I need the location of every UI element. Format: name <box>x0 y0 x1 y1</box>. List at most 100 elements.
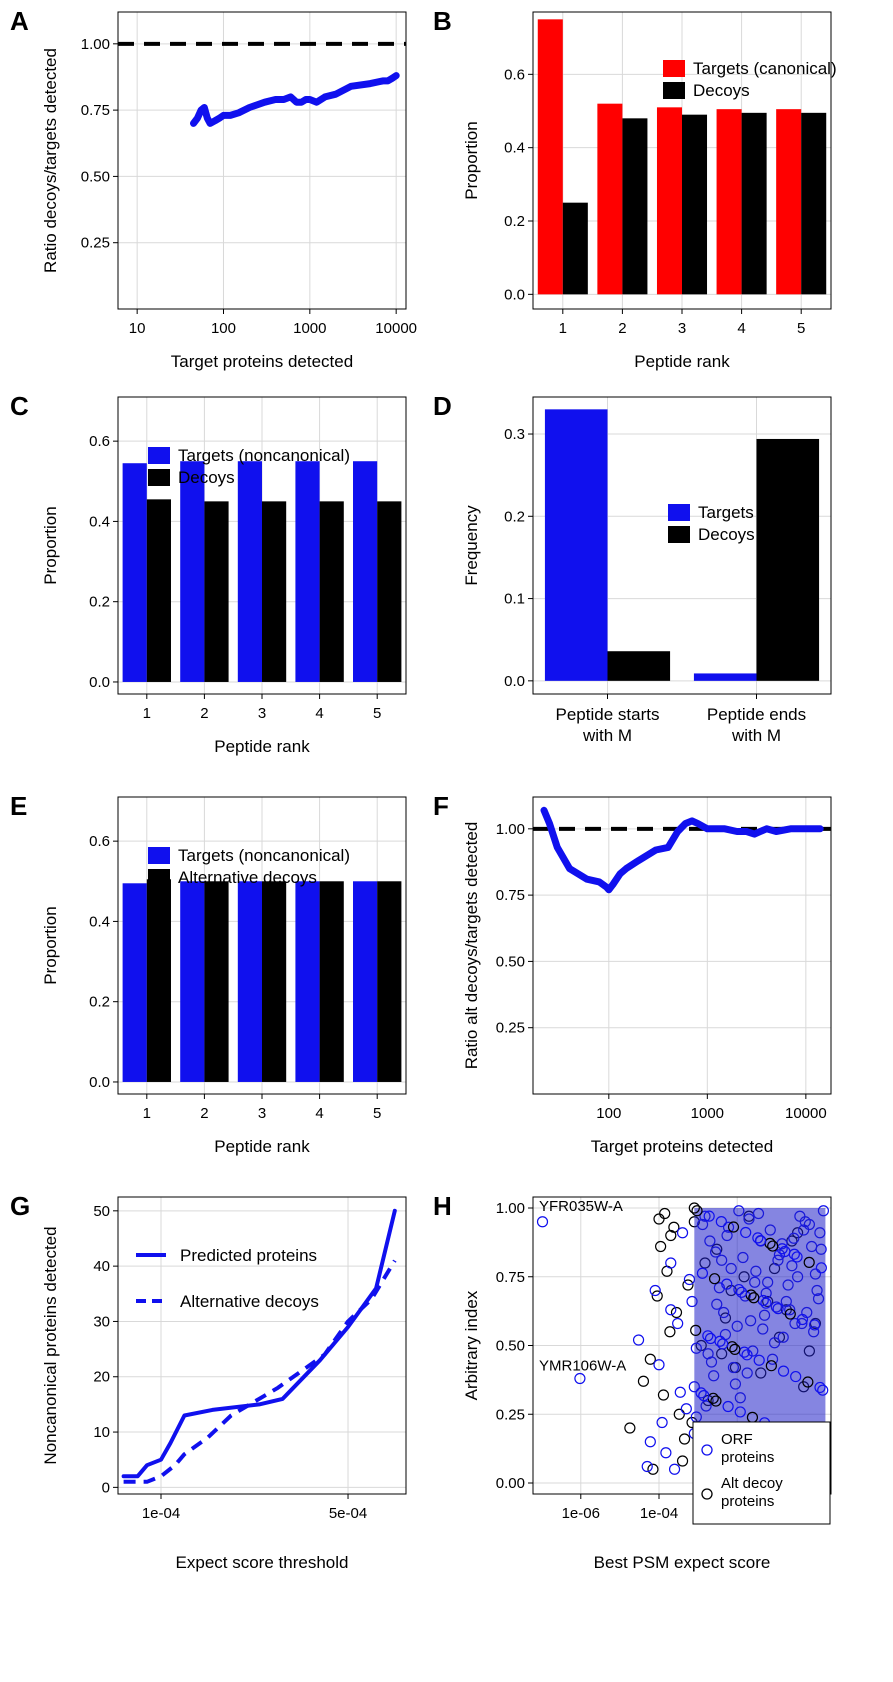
scatter-point <box>682 1279 694 1291</box>
panel-d: 0.0 0.1 0.2 0.3 Peptide starts with M Peptide … <box>433 391 832 745</box>
plot-frame <box>532 396 832 695</box>
legend: Targets (noncanonical) Decoys <box>148 446 350 487</box>
scatter-point <box>817 1384 829 1396</box>
y-axis-title: Ratio decoys/targets detected <box>41 48 60 273</box>
bar-targets-noncanonical- <box>295 881 320 1082</box>
legend-key <box>663 60 685 77</box>
x-axis-title: Target proteins detected <box>171 352 353 371</box>
scatter-point <box>727 1221 740 1233</box>
scatter-point <box>741 1349 753 1361</box>
bar-targets-noncanonical- <box>353 461 378 682</box>
bar-decoys <box>262 501 287 682</box>
y-tick-label: 0.1 <box>504 591 525 608</box>
scatter-point <box>796 1313 809 1326</box>
scatter-point <box>678 1433 691 1445</box>
x-axis-title: Expect score threshold <box>176 1553 349 1572</box>
bar-decoys <box>756 438 820 681</box>
panel-h: 0.000.250.500.751.001e-061e-041e-02Best … <box>433 1191 832 1572</box>
bar-targets-noncanonical- <box>122 463 147 682</box>
panel-e: 0.0 0.2 0.4 0.6 1 2 3 4 5 Peptide rank Proportion E… <box>10 791 407 1156</box>
scatter-point <box>698 1390 710 1402</box>
panel-f: 0.25 0.50 0.75 1.00 100 1000 10000 Target prote… <box>433 791 832 1156</box>
scatter-point <box>680 1403 692 1415</box>
bar-targets-noncanonical- <box>180 881 205 1082</box>
scatter-point <box>740 1226 752 1239</box>
scatter-point <box>733 1283 745 1296</box>
scatter-point <box>710 1395 722 1407</box>
x-tick-label: 1 <box>559 320 567 337</box>
legend-box <box>692 1421 831 1525</box>
panel-letter: H <box>433 1191 452 1221</box>
y-tick-label: 0.6 <box>504 66 525 83</box>
legend-label: Decoys <box>698 525 755 544</box>
scatter-point <box>656 1416 668 1429</box>
x-axis-title: Best PSM expect score <box>594 1553 771 1572</box>
panel-c: 0.0 0.2 0.4 0.6 1 2 3 4 5 Peptide rank Proportion C… <box>10 391 407 756</box>
legend-label: Decoys <box>693 81 750 100</box>
legend-key <box>663 82 685 99</box>
scatter-point <box>753 1354 765 1366</box>
legend-key <box>148 869 170 886</box>
scatter-point <box>641 1460 653 1473</box>
bar-decoys <box>204 501 229 682</box>
bar-targets-canonical- <box>716 109 742 295</box>
x-tick-label: 100 <box>211 320 236 337</box>
bar-decoys <box>682 114 708 295</box>
x-tick-label: 4 <box>315 1105 323 1122</box>
series-line <box>190 72 400 127</box>
y-tick-label: 0.25 <box>496 1406 525 1423</box>
scatter-point <box>717 1338 729 1350</box>
x-tick-label: 100 <box>596 1105 621 1122</box>
scatter-point <box>704 1332 717 1345</box>
series-line <box>121 1208 397 1479</box>
scatter-point <box>772 1303 784 1315</box>
grid <box>118 12 406 309</box>
legend: Targets (noncanonical) Alternative decoys <box>148 846 350 887</box>
scatter-point <box>760 1297 772 1309</box>
y-tick-label: 0.2 <box>504 508 525 525</box>
scatter-point <box>715 1215 727 1228</box>
scatter-point <box>765 1360 777 1372</box>
legend-label: Alternative decoys <box>180 1292 319 1311</box>
x-tick-label: 5 <box>797 320 805 337</box>
scatter-point <box>649 1284 661 1297</box>
scatter-point <box>632 1334 645 1346</box>
plot-area <box>533 797 831 1094</box>
scatter-point <box>702 1330 714 1342</box>
y-tick-label: 10 <box>93 1424 110 1441</box>
x-tick-label: 1e-04 <box>640 1505 678 1522</box>
y-tick-label: 0.25 <box>496 1020 525 1037</box>
y-tick-label: 30 <box>93 1313 110 1330</box>
legend: Targets Decoys <box>668 503 755 544</box>
x-tick-label: 10000 <box>785 1105 827 1122</box>
x-tick-label: 4 <box>737 320 745 337</box>
annotation-label: YFR035W-A <box>539 1198 623 1215</box>
y-axis-title: Frequency <box>462 505 481 586</box>
panel-b: 0.0 0.2 0.4 0.6 1 2 3 4 5 Peptide rank Proportion B… <box>433 6 837 371</box>
dense-point-cloud <box>694 1208 826 1450</box>
bar-decoys <box>607 651 671 681</box>
bar-decoys <box>319 501 344 682</box>
grid <box>118 1197 406 1494</box>
x-tick-label: 10000 <box>375 320 417 337</box>
plot-area <box>118 12 406 309</box>
x-tick-label: 5e-04 <box>329 1505 367 1522</box>
panel-letter: G <box>10 1191 30 1221</box>
legend-label: Targets <box>698 503 754 522</box>
scatter-point <box>708 1273 721 1285</box>
legend-label: Targets (canonical) <box>693 59 837 78</box>
panel-letter: D <box>433 391 452 421</box>
bar-targets-canonical- <box>597 103 623 295</box>
x-tick-label: 2 <box>618 320 626 337</box>
x-tick-label: 1000 <box>293 320 326 337</box>
scatter-point <box>754 1235 767 1247</box>
annotation-label: YMR106W-A <box>539 1358 626 1375</box>
y-tick-label: 0.0 <box>89 674 110 691</box>
scatter-point <box>674 1386 686 1398</box>
bar-alternative-decoys <box>377 881 402 1082</box>
x-tick-label: 5 <box>373 705 381 722</box>
legend-label: Targets (noncanonical) <box>178 446 350 465</box>
bar-alternative-decoys <box>146 879 171 1082</box>
x-tick-label: 1e-04 <box>142 1505 180 1522</box>
y-tick-label: 0.6 <box>89 833 110 850</box>
